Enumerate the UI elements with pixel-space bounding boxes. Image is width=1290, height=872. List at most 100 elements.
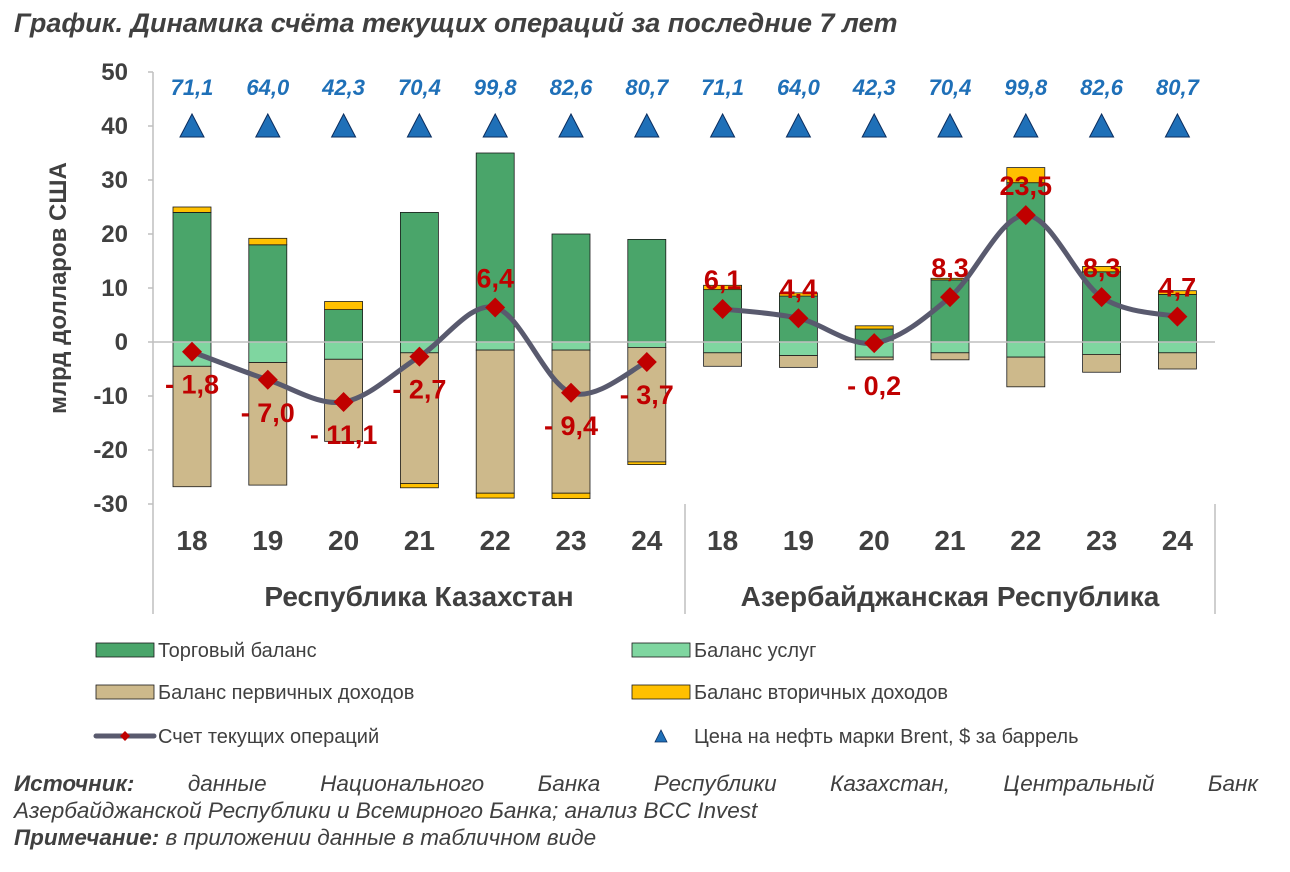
legend-swatch-primary [95, 684, 155, 700]
source-line: Источник: данные Национального Банка Рес… [14, 770, 1258, 797]
bar-services [627, 341, 667, 348]
x-tick-label: 20 [328, 525, 359, 556]
note-text: в приложении данные в табличном виде [165, 825, 597, 850]
x-tick-label: 22 [1010, 525, 1041, 556]
bar-trade [551, 233, 591, 343]
bar-secondary [1082, 265, 1121, 273]
current-account-label: - 3,7 [620, 380, 674, 410]
bar-secondary [779, 292, 818, 297]
oil-price-label: 80,7 [625, 75, 670, 100]
current-account-label: - 1,8 [165, 370, 219, 400]
oil-price-marker [785, 112, 812, 138]
bar-secondary [399, 483, 439, 489]
y-tick-label: 10 [101, 275, 128, 302]
oil-price-marker [254, 112, 281, 138]
y-tick-label: 30 [101, 167, 128, 194]
oil-price-marker [633, 112, 660, 138]
current-account-label: 23,5 [1000, 171, 1053, 201]
oil-price-label: 71,1 [701, 75, 744, 100]
bar-services [551, 341, 591, 351]
x-tick-label: 23 [1086, 525, 1117, 556]
oil-price-marker [937, 112, 963, 138]
current-account-label: 8,3 [931, 253, 969, 283]
legend-label: Счет текущих операций [158, 726, 379, 748]
y-tick-label: 0 [115, 329, 128, 356]
bar-primary [854, 356, 894, 361]
current-account-label: 4,4 [780, 274, 818, 304]
bar-services [1158, 341, 1197, 354]
bar-services [324, 341, 364, 360]
bar-trade [248, 244, 288, 343]
x-tick-label: 23 [555, 525, 586, 556]
x-tick-label: 24 [1162, 525, 1194, 556]
bar-secondary [854, 325, 894, 330]
oil-price-label: 70,4 [929, 75, 972, 100]
current-account-marker [1167, 306, 1188, 327]
page-title: График. Динамика счёта текущих операций … [14, 8, 898, 38]
x-tick-label: 21 [934, 525, 965, 556]
note-line: Примечание: в приложении данные в таблич… [14, 824, 1258, 851]
legend-label: Баланс первичных доходов [158, 682, 414, 704]
oil-price-label: 42,3 [321, 75, 365, 100]
y-tick-label: 20 [101, 221, 128, 248]
bar-trade [324, 309, 364, 343]
oil-price-marker [406, 112, 433, 138]
source-label: Источник: [14, 771, 135, 796]
bar-secondary [551, 492, 591, 500]
bar-services [779, 341, 818, 356]
oil-price-label: 99,8 [474, 75, 518, 100]
bar-services [703, 341, 742, 354]
oil-price-label: 71,1 [171, 75, 214, 100]
oil-price-label: 82,6 [1080, 75, 1124, 100]
current-account-marker [788, 308, 809, 329]
bar-secondary [172, 206, 212, 213]
bar-services [1006, 341, 1046, 358]
current-account-label: - 0,2 [847, 371, 901, 401]
oil-price-marker [179, 112, 205, 138]
current-account-label: - 2,7 [392, 375, 446, 405]
bar-primary [1158, 352, 1197, 370]
bar-secondary [1158, 290, 1197, 295]
bar-primary [551, 349, 591, 494]
current-account-label: 4,7 [1159, 273, 1197, 303]
oil-price-label: 82,6 [550, 75, 594, 100]
legend-swatch-triangle [654, 729, 668, 743]
legend-swatch-marker [120, 731, 130, 741]
oil-price-label: 64,0 [246, 75, 290, 100]
bar-primary [475, 349, 515, 494]
bar-primary [1006, 356, 1046, 388]
y-tick-label: 50 [101, 59, 128, 86]
group-label-kazakhstan: Республика Казахстан [264, 581, 573, 612]
current-account-marker [409, 346, 430, 367]
current-account-marker [940, 287, 960, 308]
bar-secondary [324, 301, 364, 311]
legend-label: Торговый баланс [158, 640, 317, 662]
current-account-marker [636, 351, 657, 372]
oil-price-marker [1088, 112, 1115, 138]
current-account-label: 6,4 [476, 263, 514, 293]
legend-label: Баланс услуг [694, 640, 816, 662]
x-tick-label: 21 [404, 525, 435, 556]
bar-secondary [703, 284, 742, 291]
bar-trade [399, 211, 439, 343]
bar-secondary [1006, 167, 1046, 184]
oil-price-marker [1012, 112, 1039, 138]
current-account-label: 8,3 [1083, 253, 1121, 283]
current-account-marker [333, 391, 354, 412]
x-tick-label: 24 [631, 525, 663, 556]
oil-price-marker [482, 112, 509, 138]
x-tick-label: 18 [707, 525, 738, 556]
bar-primary [779, 355, 818, 368]
oil-price-marker [861, 112, 888, 138]
source-text: данные Национального Банка Республики Ка… [187, 771, 1258, 796]
bar-trade [627, 238, 667, 343]
bar-services [475, 341, 515, 351]
current-account-marker [712, 299, 733, 320]
bar-services [248, 341, 288, 363]
source-line-2: Азербайджанской Республики и Всемирного … [14, 798, 758, 823]
current-account-marker [485, 297, 506, 318]
y-tick-label: -20 [93, 437, 128, 464]
x-tick-label: 20 [859, 525, 890, 556]
legend-swatch-trade [95, 642, 155, 658]
legend-label: Баланс вторичных доходов [694, 682, 948, 704]
